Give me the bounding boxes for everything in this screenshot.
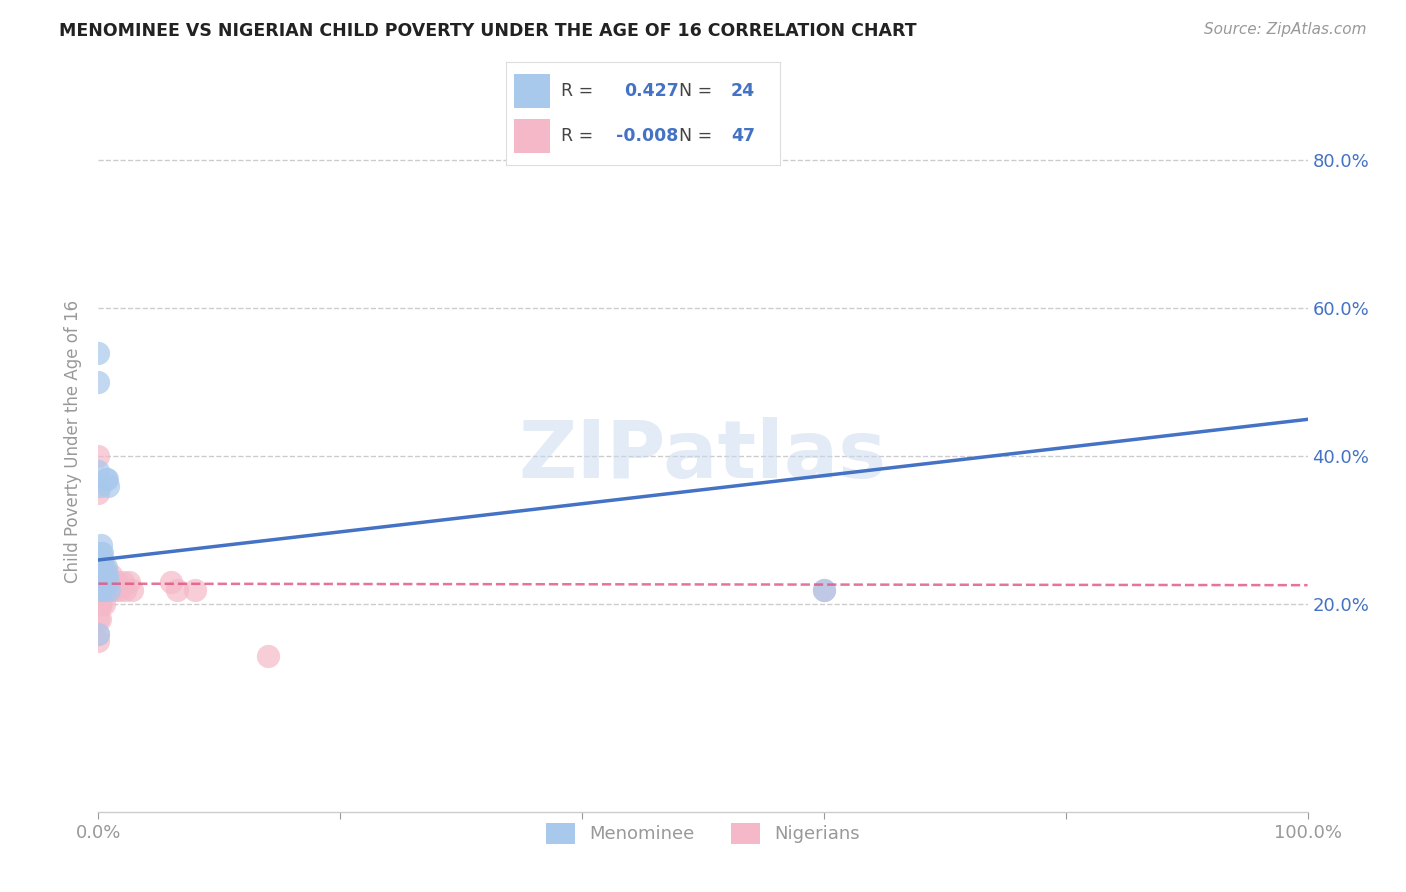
Nigerians bbox=[91, 560, 114, 574]
Nigerians bbox=[89, 567, 111, 582]
Text: -0.008: -0.008 bbox=[616, 127, 678, 145]
Nigerians bbox=[87, 486, 110, 500]
Menominee bbox=[93, 575, 115, 590]
FancyBboxPatch shape bbox=[515, 119, 550, 153]
Nigerians bbox=[89, 582, 111, 597]
Menominee bbox=[97, 479, 120, 493]
Nigerians bbox=[100, 582, 122, 597]
Menominee bbox=[91, 560, 114, 574]
Nigerians bbox=[184, 582, 207, 597]
Text: 24: 24 bbox=[731, 82, 755, 100]
FancyBboxPatch shape bbox=[515, 74, 550, 108]
Menominee bbox=[91, 553, 114, 567]
Menominee bbox=[96, 567, 118, 582]
Menominee bbox=[94, 560, 117, 574]
Nigerians bbox=[98, 582, 121, 597]
Menominee bbox=[87, 376, 110, 390]
Nigerians bbox=[100, 567, 122, 582]
Nigerians bbox=[87, 612, 110, 626]
Nigerians bbox=[111, 575, 134, 590]
Text: ZIPatlas: ZIPatlas bbox=[519, 417, 887, 495]
Nigerians bbox=[105, 575, 128, 590]
Nigerians bbox=[114, 582, 136, 597]
Nigerians bbox=[96, 567, 118, 582]
Nigerians bbox=[94, 575, 117, 590]
Nigerians bbox=[89, 582, 111, 597]
Text: Source: ZipAtlas.com: Source: ZipAtlas.com bbox=[1204, 22, 1367, 37]
Text: R =: R = bbox=[561, 82, 599, 100]
Nigerians bbox=[90, 575, 112, 590]
Menominee bbox=[813, 582, 835, 597]
Menominee bbox=[91, 567, 114, 582]
Nigerians bbox=[87, 634, 110, 648]
Nigerians bbox=[87, 598, 110, 612]
Text: 0.427: 0.427 bbox=[624, 82, 679, 100]
Text: MENOMINEE VS NIGERIAN CHILD POVERTY UNDER THE AGE OF 16 CORRELATION CHART: MENOMINEE VS NIGERIAN CHILD POVERTY UNDE… bbox=[59, 22, 917, 40]
Nigerians bbox=[118, 575, 141, 590]
Menominee bbox=[93, 582, 115, 597]
Menominee bbox=[90, 538, 112, 552]
Nigerians bbox=[87, 627, 110, 641]
Nigerians bbox=[90, 567, 112, 582]
Text: 47: 47 bbox=[731, 127, 755, 145]
Nigerians bbox=[87, 450, 110, 464]
Menominee bbox=[87, 627, 110, 641]
Menominee bbox=[89, 582, 111, 597]
Nigerians bbox=[100, 575, 122, 590]
Menominee bbox=[94, 471, 117, 485]
Y-axis label: Child Poverty Under the Age of 16: Child Poverty Under the Age of 16 bbox=[65, 300, 83, 583]
Nigerians bbox=[166, 582, 188, 597]
Nigerians bbox=[256, 649, 278, 664]
Nigerians bbox=[89, 598, 111, 612]
Nigerians bbox=[91, 575, 114, 590]
Nigerians bbox=[87, 582, 110, 597]
Menominee bbox=[91, 545, 114, 560]
Nigerians bbox=[96, 582, 118, 597]
Nigerians bbox=[93, 598, 115, 612]
Text: N =: N = bbox=[679, 82, 717, 100]
Menominee bbox=[96, 471, 118, 485]
Nigerians bbox=[89, 612, 111, 626]
Nigerians bbox=[91, 582, 114, 597]
Menominee bbox=[89, 479, 111, 493]
Nigerians bbox=[108, 582, 131, 597]
Nigerians bbox=[813, 582, 835, 597]
Menominee bbox=[89, 560, 111, 574]
Menominee bbox=[87, 464, 110, 478]
Menominee bbox=[90, 545, 112, 560]
Nigerians bbox=[97, 582, 120, 597]
Nigerians bbox=[94, 582, 117, 597]
Nigerians bbox=[89, 598, 111, 612]
Menominee bbox=[89, 553, 111, 567]
Nigerians bbox=[93, 560, 115, 574]
Nigerians bbox=[160, 575, 183, 590]
Nigerians bbox=[91, 567, 114, 582]
Menominee bbox=[87, 345, 110, 359]
Legend: Menominee, Nigerians: Menominee, Nigerians bbox=[538, 815, 868, 851]
Menominee bbox=[97, 575, 120, 590]
Text: R =: R = bbox=[561, 127, 599, 145]
Nigerians bbox=[97, 575, 120, 590]
Menominee bbox=[98, 582, 121, 597]
Nigerians bbox=[103, 582, 125, 597]
Nigerians bbox=[91, 582, 114, 597]
Nigerians bbox=[90, 582, 112, 597]
Nigerians bbox=[90, 598, 112, 612]
Text: N =: N = bbox=[679, 127, 717, 145]
Nigerians bbox=[101, 575, 124, 590]
Nigerians bbox=[121, 582, 143, 597]
